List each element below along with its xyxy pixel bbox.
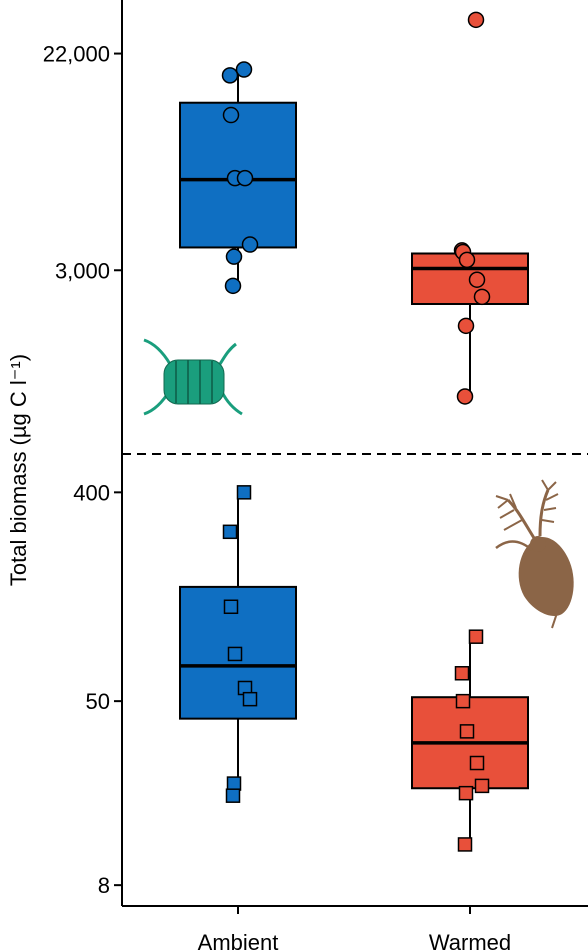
data-point: [221, 67, 239, 84]
data-point: [473, 288, 491, 306]
data-point: [241, 236, 259, 253]
data-point: [224, 277, 242, 295]
x-tick-label: Ambient: [198, 930, 279, 952]
data-point: [469, 755, 485, 771]
data-point: [225, 248, 243, 265]
data-point: [242, 691, 258, 707]
data-point: [458, 785, 474, 801]
data-point: [222, 106, 240, 124]
y-tick-label: 3,000: [55, 258, 110, 283]
data-point: [236, 485, 252, 500]
data-point: [468, 629, 484, 644]
data-point: [236, 169, 254, 187]
data-point: [225, 788, 241, 803]
organism-icons: [143, 338, 574, 629]
data-point: [456, 388, 474, 405]
data-point: [474, 778, 490, 794]
data-points: [221, 11, 491, 852]
data-point: [468, 271, 486, 288]
data-point: [223, 599, 239, 615]
data-point: [227, 646, 243, 662]
y-axis-title: Total biomass (µg C l⁻¹): [6, 354, 31, 586]
copepod-icon: [495, 479, 574, 629]
diatom-chain-icon: [143, 338, 243, 416]
axes: 3,000 22,000 8 50 400 Ambient Warmed Total biom…: [6, 0, 588, 952]
data-point: [459, 724, 475, 739]
data-point: [457, 317, 475, 335]
data-point: [467, 11, 485, 29]
x-tick-label: Warmed: [429, 930, 511, 952]
data-point: [222, 524, 238, 540]
y-tick-label: 400: [73, 480, 110, 505]
data-point: [457, 837, 473, 852]
data-point: [458, 251, 476, 269]
data-point: [454, 666, 470, 681]
data-point: [235, 61, 253, 78]
y-tick-label: 8: [98, 873, 110, 898]
data-point: [226, 776, 242, 791]
data-point: [455, 693, 471, 709]
y-tick-label: 22,000: [43, 42, 110, 67]
y-tick-label: 50: [86, 689, 110, 714]
